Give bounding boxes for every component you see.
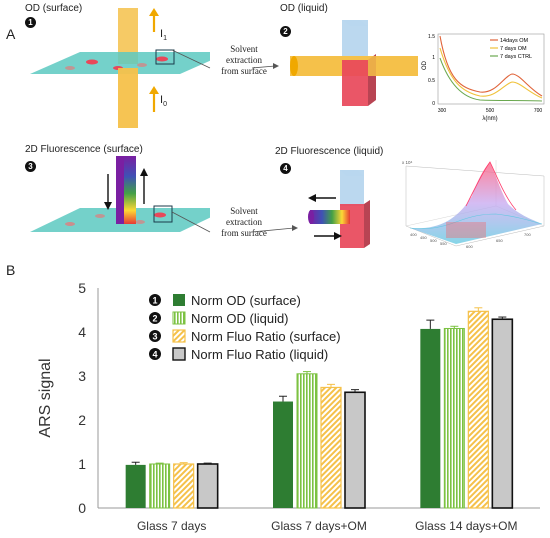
- inset-3d-tick-6: 700: [524, 232, 531, 237]
- fl-surface-illustration: [30, 156, 210, 232]
- inset-spectrum-plot: 14days OM 7 days OM 7 days CTRL OD 0 0.5…: [422, 33, 545, 122]
- solvent-caption-top: Solvent extraction from surface: [221, 44, 267, 76]
- inset-ytick-3: 1.5: [428, 34, 435, 40]
- bar-s4-c3: [491, 318, 514, 509]
- inset-3d-tick-4: 600: [466, 244, 473, 249]
- legend-swatch-4: [172, 347, 186, 361]
- legend-swatch-3: [172, 329, 186, 343]
- legend-badge-4: [149, 348, 161, 360]
- inset-legend-3: 7 days CTRL: [500, 54, 532, 60]
- legend-badge-num-3: 3: [152, 332, 157, 342]
- arrow-top-connector: [171, 49, 279, 69]
- inset-xtick-2: 700: [534, 108, 543, 114]
- inset-legend-2: 7 days OM: [500, 46, 527, 52]
- title-fl-surface: 2D Fluorescence (surface): [25, 144, 143, 155]
- step-4-badge: 4: [280, 163, 291, 174]
- bar-s3-c2: [320, 386, 342, 509]
- x-category-label-0: Glass 7 days: [137, 519, 206, 533]
- inset-xtick-0: 300: [438, 108, 447, 114]
- legend-swatch-2: [172, 311, 186, 325]
- inset-3d-fluorescence: x 10⁴ 400 450 500 550 600 650 700: [402, 160, 545, 249]
- legend-label-1: Norm OD (surface): [191, 293, 301, 308]
- bar-s3-c1: [173, 463, 195, 509]
- step-2-badge: 2: [280, 26, 291, 37]
- title-od-liquid: OD (liquid): [280, 3, 328, 14]
- label-i1: I1: [160, 28, 167, 43]
- legend-badge-num-1: 1: [152, 296, 157, 306]
- label-i0: I0: [160, 94, 167, 109]
- legend-badge-2: [149, 312, 161, 324]
- title-fl-liquid: 2D Fluorescence (liquid): [275, 146, 384, 157]
- inset-xlabel: λ(nm): [482, 116, 497, 122]
- y-tick-label-3: 3: [78, 368, 86, 384]
- x-category-label-2: Glass 14 days+OM: [415, 519, 517, 533]
- inset-ylabel: OD: [422, 60, 428, 70]
- step-3-badge: 3: [25, 161, 36, 172]
- bar-s1-c3: [420, 328, 441, 508]
- inset-xtick-1: 500: [486, 108, 495, 114]
- chart-axes: 0 1 2 3 4 5 ARS signal Glass 7 days Glass 7 days…: [37, 280, 540, 533]
- bar-s1-c2: [273, 401, 293, 508]
- chart-bars: [125, 307, 514, 509]
- bar-s4-c2: [344, 391, 366, 509]
- legend-badge-1: [149, 294, 161, 306]
- x-category-label-1: Glass 7 days+OM: [271, 519, 367, 533]
- bar-s2-c2: [296, 373, 318, 509]
- inset-ytick-2: 1: [432, 55, 435, 61]
- y-tick-label-4: 4: [78, 324, 86, 340]
- legend-label-4: Norm Fluo Ratio (liquid): [191, 347, 328, 362]
- inset-legend-1: 14days OM: [500, 38, 529, 44]
- od-liquid-illustration: [290, 20, 418, 106]
- inset-3d-tick-5: 650: [496, 238, 503, 243]
- chart-legend: 1 Norm OD (surface) 2 Norm OD (liquid) 3 Norm…: [149, 293, 341, 362]
- panel-a-letter: A: [6, 26, 16, 42]
- legend-badge-num-4: 4: [152, 350, 157, 360]
- inset-3d-tick-1: 450: [420, 235, 427, 240]
- bar-s2-c3: [443, 327, 465, 509]
- inset-ytick-1: 0.5: [428, 78, 435, 84]
- bar-s2-c1: [149, 463, 171, 509]
- title-od-surface: OD (surface): [25, 3, 83, 14]
- bar-s4-c1: [196, 463, 219, 509]
- inset-3d-tick-2: 500: [430, 238, 437, 243]
- od-surface-illustration: [30, 8, 210, 128]
- panel-b-letter: B: [6, 262, 16, 278]
- bar-s1-c1: [125, 464, 146, 508]
- y-tick-label-1: 1: [78, 456, 86, 472]
- legend-badge-3: [149, 330, 161, 342]
- inset-3d-scale: x 10⁴: [402, 160, 413, 165]
- arrow-bottom-connector: [171, 211, 298, 233]
- legend-badge-num-2: 2: [152, 314, 157, 324]
- step-1-badge: 1: [25, 17, 36, 28]
- legend-label-3: Norm Fluo Ratio (surface): [191, 329, 341, 344]
- inset-3d-tick-3: 550: [440, 241, 447, 246]
- y-tick-label-2: 2: [78, 412, 86, 428]
- legend-swatch-1: [173, 294, 185, 306]
- solvent-caption-bottom: Solvent extraction from surface: [221, 206, 267, 238]
- bar-s3-c3: [467, 310, 489, 509]
- y-axis-title: ARS signal: [37, 358, 54, 437]
- fl-liquid-illustration: [308, 170, 370, 248]
- y-tick-label-0: 0: [78, 500, 86, 516]
- legend-label-2: Norm OD (liquid): [191, 311, 289, 326]
- ars-bar-chart: 0 1 2 3 4 5 ARS signal Glass 7 days Glass 7 days…: [37, 280, 540, 533]
- inset-ytick-0: 0: [432, 101, 435, 107]
- y-tick-label-5: 5: [78, 280, 86, 296]
- inset-3d-tick-0: 400: [410, 232, 417, 237]
